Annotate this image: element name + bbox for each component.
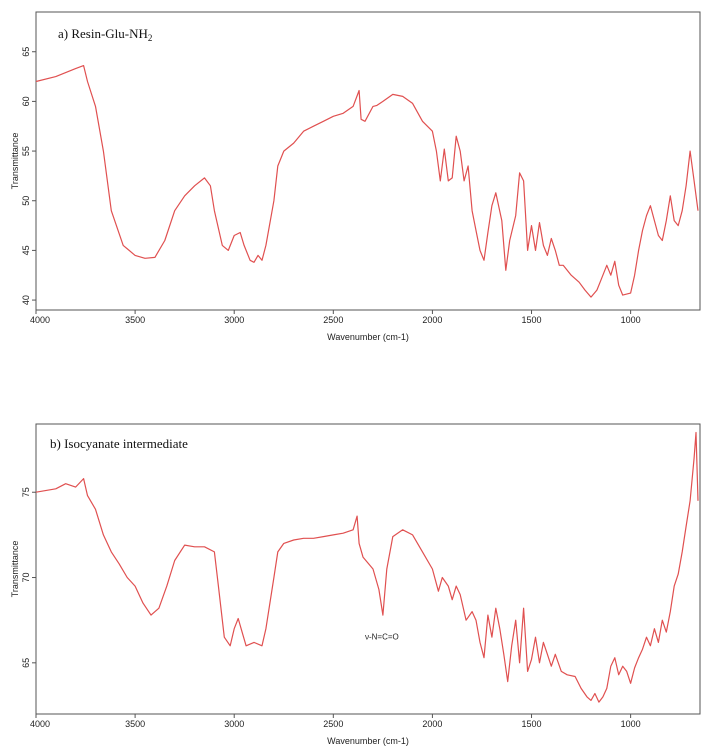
- y-tick-label: 65: [21, 658, 31, 668]
- panel-b-annotation-nco: ν-N=C=O: [365, 632, 399, 641]
- panel-a-y-label: Transmittance: [10, 133, 20, 190]
- panel-a-spectrum-line: [35, 65, 699, 298]
- x-tick-label: 1500: [522, 719, 542, 729]
- panel-b-title: b) Isocyanate intermediate: [50, 436, 188, 451]
- panel-a-title: a) Resin-Glu-NH2: [58, 26, 152, 43]
- x-tick-label: 3000: [224, 719, 244, 729]
- x-tick-label: 1500: [522, 315, 542, 325]
- y-tick-label: 50: [21, 196, 31, 206]
- panel-b-spectrum-line: [35, 431, 699, 703]
- panel-a-y-axis: 40 45 50 55 60 65: [21, 47, 36, 305]
- x-tick-label: 3500: [125, 315, 145, 325]
- x-tick-label: 4000: [30, 719, 50, 729]
- panel-b-y-axis: 65 70 75: [21, 487, 36, 668]
- panel-b-chart: b) Isocyanate intermediate ν-N=C=O 4000 3…: [10, 423, 701, 746]
- x-tick-label: 2500: [323, 315, 343, 325]
- y-tick-label: 60: [21, 96, 31, 106]
- y-tick-label: 40: [21, 295, 31, 305]
- x-tick-label: 1000: [621, 315, 641, 325]
- x-tick-label: 4000: [30, 315, 50, 325]
- y-tick-label: 55: [21, 146, 31, 156]
- y-tick-label: 45: [21, 245, 31, 255]
- x-tick-label: 3000: [224, 315, 244, 325]
- x-tick-label: 2000: [422, 315, 442, 325]
- panel-a-x-axis: 4000 3500 3000 2500 2000 1500 1000: [30, 310, 641, 325]
- panel-b-frame: [35, 423, 701, 715]
- panel-a-frame: [35, 11, 701, 311]
- x-tick-label: 3500: [125, 719, 145, 729]
- x-tick-label: 2000: [422, 719, 442, 729]
- y-tick-label: 70: [21, 573, 31, 583]
- x-tick-label: 1000: [621, 719, 641, 729]
- y-tick-label: 65: [21, 47, 31, 57]
- panel-a-x-label: Wavenumber (cm-1): [327, 332, 409, 342]
- x-tick-label: 2500: [323, 719, 343, 729]
- panel-b-x-axis: 4000 3500 3000 2500 2000 1500 1000: [30, 714, 641, 729]
- panel-a-chart: a) Resin-Glu-NH2 4000 3500 3000 2500 2000 150…: [10, 11, 701, 342]
- panel-b-x-label: Wavenumber (cm-1): [327, 736, 409, 746]
- panel-b-y-label: Transmittance: [10, 541, 20, 598]
- y-tick-label: 75: [21, 487, 31, 497]
